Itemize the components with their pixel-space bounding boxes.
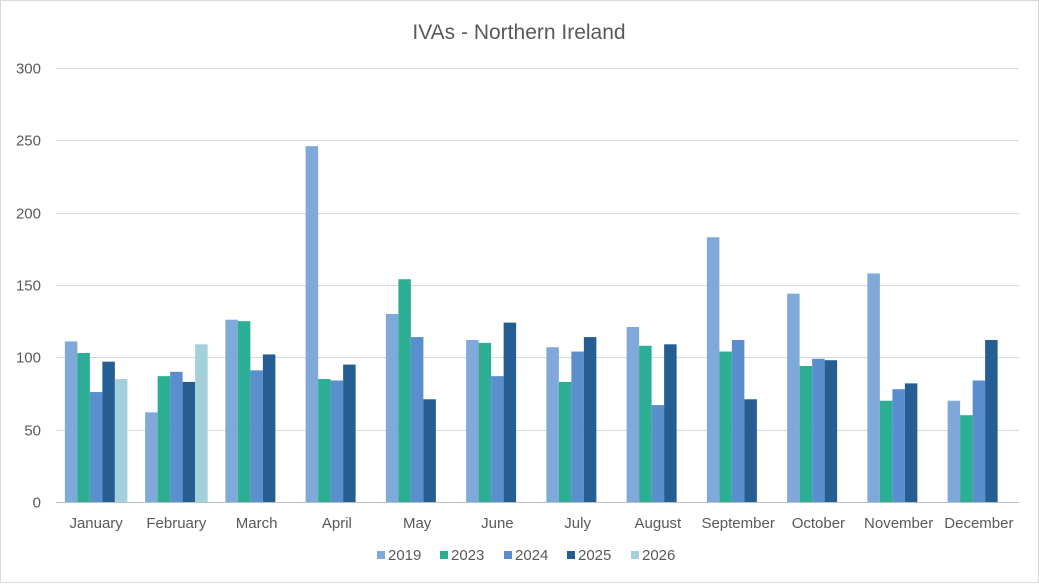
bar-2023-july <box>558 381 572 502</box>
x-tick-label: February <box>146 515 207 532</box>
bar-2019-april <box>305 146 319 502</box>
x-tick-label: December <box>944 515 1013 532</box>
bar-2019-november <box>867 273 880 502</box>
bar-2025-june <box>503 322 517 502</box>
bar-2019-january <box>64 341 78 502</box>
x-tick-label: August <box>635 515 683 532</box>
x-tick-label: September <box>701 515 774 532</box>
bar-2025-february <box>182 381 196 502</box>
bar-2023-may <box>398 279 411 502</box>
bar-2023-april <box>318 379 331 502</box>
bar-2023-january <box>77 352 90 502</box>
bar-2025-october <box>824 360 838 502</box>
bar-2019-july <box>546 347 559 502</box>
bar-2024-may <box>410 337 424 502</box>
bar-2025-september <box>744 399 757 502</box>
y-tick-label: 0 <box>33 495 41 512</box>
bar-2026-january <box>114 379 128 502</box>
bar-2024-september <box>731 339 745 502</box>
legend-swatch-2025 <box>567 551 575 559</box>
bar-2024-february <box>170 371 183 502</box>
bar-2019-may <box>385 313 399 502</box>
bar-2023-october <box>799 366 813 502</box>
x-tick-label: March <box>236 515 278 532</box>
legend-label-2024: 2024 <box>515 547 548 564</box>
y-tick-label: 200 <box>16 206 41 223</box>
legend-swatch-2019 <box>377 551 385 559</box>
x-tick-label: October <box>792 515 845 532</box>
bar-2023-march <box>237 321 251 502</box>
bar-2026-february <box>195 344 208 502</box>
x-tick-label: July <box>564 515 591 532</box>
y-tick-label: 250 <box>16 133 41 150</box>
bar-2025-may <box>423 399 436 502</box>
bar-2024-january <box>89 392 103 502</box>
bar-2025-august <box>664 344 677 502</box>
x-tick-label: April <box>322 515 352 532</box>
legend-swatch-2024 <box>504 551 512 559</box>
legend-label-2023: 2023 <box>451 547 484 564</box>
bar-2019-february <box>145 412 158 502</box>
bar-2019-september <box>706 237 720 502</box>
bar-2023-february <box>157 376 171 502</box>
y-tick-label: 100 <box>16 350 41 367</box>
chart-title: IVAs - Northern Ireland <box>412 21 625 44</box>
x-tick-label: November <box>864 515 933 532</box>
x-tick-label: June <box>481 515 514 532</box>
bar-2024-july <box>571 351 584 502</box>
bar-2025-march <box>262 354 276 502</box>
legend-swatch-2023 <box>440 551 448 559</box>
legend-label-2025: 2025 <box>578 547 611 564</box>
bar-2024-november <box>892 389 905 502</box>
bar-2025-november <box>904 383 918 502</box>
bar-2023-november <box>879 400 893 502</box>
bar-2023-june <box>478 342 492 502</box>
bar-2024-october <box>812 358 825 502</box>
legend-label-2026: 2026 <box>642 547 675 564</box>
x-tick-label: January <box>69 515 123 532</box>
bar-2023-september <box>719 351 732 502</box>
bar-2019-june <box>466 339 479 502</box>
x-tick-label: May <box>403 515 432 532</box>
bar-2025-january <box>102 361 115 502</box>
bar-2024-april <box>330 380 344 502</box>
bar-2024-june <box>491 376 504 502</box>
bar-2025-april <box>343 364 356 502</box>
bar-2024-august <box>651 405 665 502</box>
bar-2024-december <box>972 380 986 502</box>
bar-2023-december <box>960 415 973 502</box>
bar-2024-march <box>250 370 263 502</box>
y-tick-label: 300 <box>16 61 41 78</box>
bar-2019-august <box>626 326 640 502</box>
y-tick-label: 50 <box>24 423 41 440</box>
bar-2023-august <box>639 345 652 502</box>
bar-2019-october <box>787 293 800 502</box>
y-tick-label: 150 <box>16 278 41 295</box>
bar-2019-december <box>947 400 961 502</box>
bar-2025-july <box>583 337 597 502</box>
legend-swatch-2026 <box>631 551 639 559</box>
bar-2025-december <box>985 339 998 502</box>
legend-label-2019: 2019 <box>388 547 421 564</box>
bar-2019-march <box>225 319 238 502</box>
